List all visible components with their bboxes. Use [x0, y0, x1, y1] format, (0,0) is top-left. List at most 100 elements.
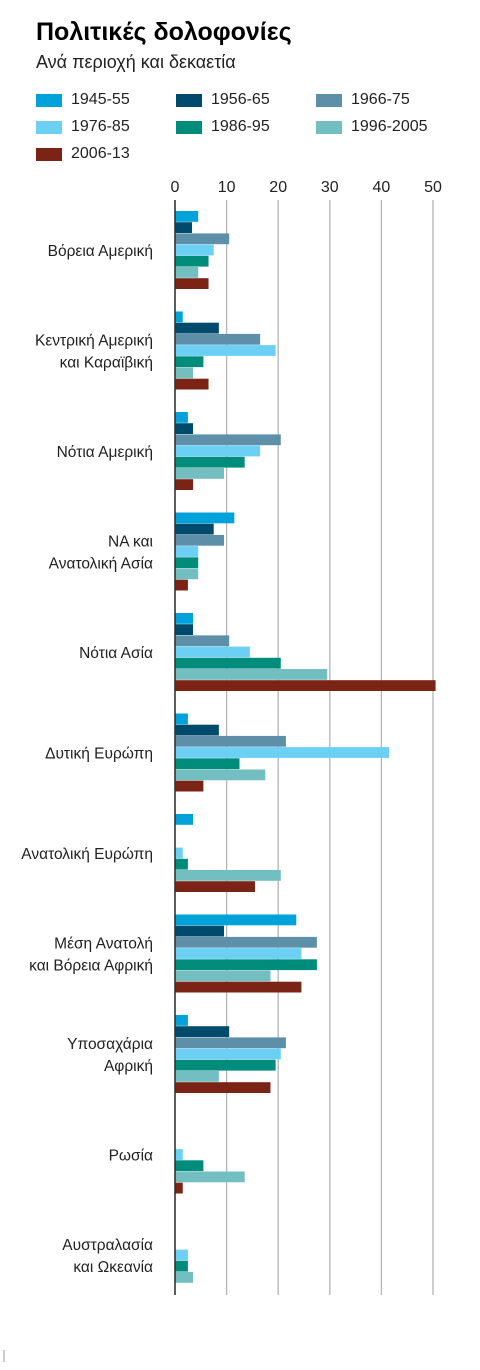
bar — [175, 579, 188, 591]
bar — [175, 1082, 271, 1093]
legend-label: 1986-95 — [211, 118, 270, 135]
bar — [175, 434, 281, 446]
bar — [175, 780, 204, 792]
x-tick-label: 10 — [218, 179, 236, 196]
bar — [175, 713, 188, 725]
bar — [175, 948, 302, 959]
legend-swatch — [316, 120, 342, 134]
bar — [175, 523, 214, 535]
legend-swatch — [316, 93, 342, 107]
bar — [175, 1026, 230, 1037]
bar — [175, 814, 194, 825]
category-label: Μέση Ανατολή — [54, 936, 153, 953]
bar — [175, 1037, 286, 1049]
legend-label: 2006-13 — [71, 145, 130, 162]
bar — [175, 1048, 281, 1060]
bar — [175, 1149, 183, 1160]
bar — [175, 568, 199, 580]
category-label: Αυστραλασία — [62, 1237, 153, 1254]
legend-item: 1996-2005 — [316, 117, 428, 137]
bar — [175, 1059, 276, 1071]
bar — [175, 724, 219, 736]
category-label: Ρωσία — [109, 1148, 153, 1165]
bar — [175, 479, 194, 490]
bar — [175, 1171, 245, 1183]
legend-swatch — [36, 93, 62, 107]
category-label: και Ωκεανία — [73, 1259, 153, 1276]
bar — [175, 456, 245, 468]
bar — [175, 613, 194, 624]
x-tick-label: 20 — [269, 179, 287, 196]
legend-swatch — [36, 147, 62, 161]
legend-label: 1966-75 — [351, 91, 410, 108]
bar — [175, 925, 225, 937]
bar — [175, 669, 328, 680]
x-tick-label: 0 — [171, 179, 180, 196]
bar — [175, 1160, 204, 1172]
bar — [175, 423, 194, 434]
bar — [175, 244, 214, 256]
legend-label: 1956-65 — [211, 91, 270, 108]
legend-swatch — [176, 93, 202, 107]
legend-item: 1986-95 — [176, 117, 270, 137]
legend-swatch — [36, 120, 62, 134]
bar — [175, 970, 271, 982]
bar — [175, 1071, 219, 1082]
category-label: Νότια Αμερική — [57, 444, 153, 461]
bar — [175, 445, 261, 457]
bar — [175, 512, 235, 524]
bar — [175, 233, 230, 245]
bar — [175, 981, 302, 993]
category-label: Ανατολική Ευρώπη — [21, 846, 153, 863]
category-label: και Βόρεια Αφρική — [29, 958, 153, 975]
legend-item: 1966-75 — [316, 90, 410, 110]
chart-subtitle: Ανά περιοχή και δεκαετία — [36, 52, 236, 72]
category-label: ΝΑ και — [108, 534, 153, 551]
bar — [175, 847, 183, 859]
bar — [175, 959, 317, 971]
bar — [175, 1015, 188, 1026]
bar — [175, 534, 225, 546]
legend-item: 1976-85 — [36, 117, 130, 137]
bar — [175, 211, 199, 222]
bar — [175, 936, 317, 948]
bar — [175, 735, 286, 747]
bar — [175, 322, 219, 334]
bar — [175, 624, 194, 635]
legend-label: 1945-55 — [71, 91, 130, 108]
category-label: Υποσαχάρια — [67, 1036, 153, 1053]
bar — [175, 333, 261, 345]
bar — [175, 881, 255, 892]
bar — [175, 858, 188, 870]
bar — [175, 468, 225, 479]
category-label: Νότια Ασία — [79, 645, 153, 662]
category-label: Αφρική — [104, 1058, 153, 1075]
bar — [175, 1260, 188, 1272]
bar — [175, 546, 199, 557]
category-label: Κεντρική Αμερική — [35, 333, 153, 350]
bar — [175, 758, 240, 770]
bar — [175, 657, 281, 669]
legend-label: 1976-85 — [71, 118, 130, 135]
x-tick-label: 40 — [373, 179, 391, 196]
category-label: Ανατολική Ασία — [49, 556, 153, 573]
x-tick-label: 30 — [321, 179, 339, 196]
bar — [175, 412, 188, 423]
chart-title: Πολιτικές δολοφονίες — [36, 18, 292, 46]
bar — [175, 1249, 188, 1261]
legend-swatch — [176, 120, 202, 134]
bar — [175, 557, 199, 569]
bar — [175, 747, 390, 758]
category-label: Δυτική Ευρώπη — [45, 746, 153, 763]
bar — [175, 1272, 194, 1283]
bar — [175, 367, 194, 379]
bar — [175, 356, 204, 368]
bar — [175, 311, 183, 323]
bar — [175, 222, 193, 233]
x-tick-label: 50 — [424, 179, 442, 196]
bar — [175, 680, 436, 691]
bar — [175, 646, 250, 658]
legend-item: 1956-65 — [176, 90, 270, 110]
bar — [175, 635, 230, 647]
